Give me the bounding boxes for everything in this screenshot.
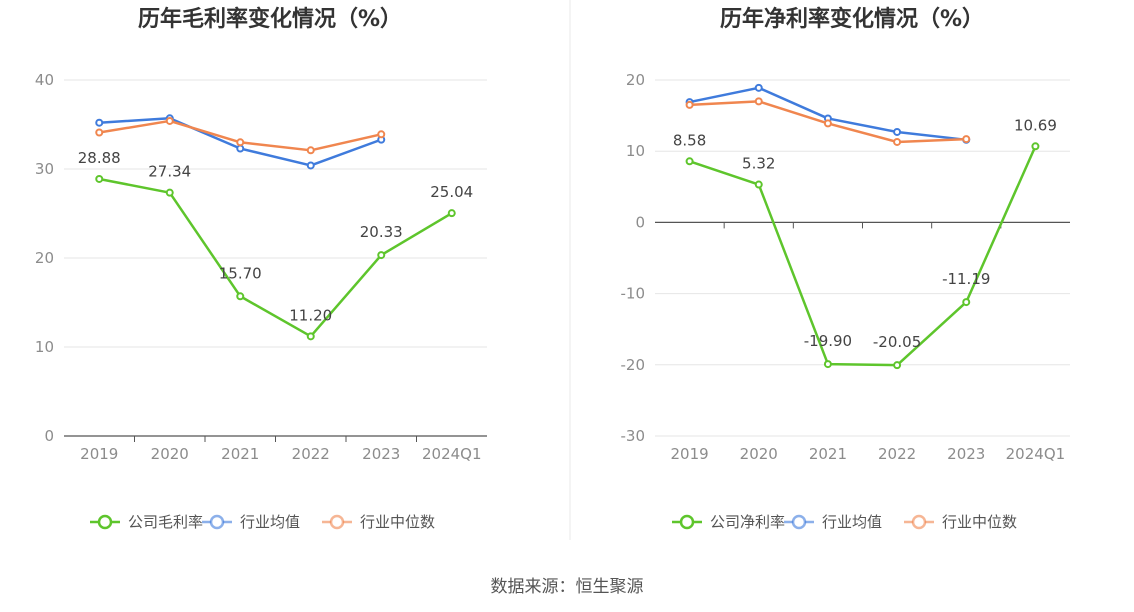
chart1-legend-company-label: 公司毛利率	[128, 513, 203, 531]
chart1-data-label: 20.33	[360, 223, 403, 241]
chart1-series-company-point	[306, 332, 315, 341]
chart2-series-median-point	[754, 97, 763, 106]
chart1-legend-median-label: 行业中位数	[360, 513, 435, 531]
chart2-series-avg-point	[893, 127, 902, 136]
chart2-data-label: 8.58	[673, 131, 706, 149]
chart2-series-company-point	[823, 360, 832, 369]
chart1-series-median-point	[377, 130, 386, 139]
chart2-y-tick-label: 20	[626, 71, 645, 89]
chart1-series-avg-point	[236, 144, 245, 153]
chart2-data-label: 10.69	[1014, 116, 1057, 134]
chart1-x-tick-label: 2019	[80, 445, 118, 463]
source-note: 数据来源：恒生聚源	[491, 577, 644, 597]
chart2-series-company-point	[962, 298, 971, 307]
chart2-legend-median-marker	[911, 514, 927, 530]
chart1-data-label: 25.04	[430, 183, 473, 201]
chart2-series-median-point	[685, 100, 694, 109]
chart2-series-median-point	[962, 135, 971, 144]
chart2-legend-avg-marker	[791, 514, 807, 530]
chart2-data-label: 5.32	[742, 155, 775, 173]
chart1-series-company-point	[377, 251, 386, 260]
chart1-legend-company-marker	[97, 514, 113, 530]
chart2-title: 历年净利率变化情况（%）	[720, 6, 984, 32]
chart1-data-label: 28.88	[78, 149, 121, 167]
chart1-x-tick-label: 2023	[362, 445, 400, 463]
chart1-data-label: 27.34	[148, 163, 191, 181]
chart1-y-tick-label: 20	[35, 249, 54, 267]
chart2-legend-company-label: 公司净利率	[710, 513, 785, 531]
chart2-legend-avg-label: 行业均值	[822, 513, 882, 531]
chart2-x-tick-label: 2021	[809, 445, 847, 463]
chart1-legend-avg-marker	[209, 514, 225, 530]
chart2-x-tick-label: 2019	[670, 445, 708, 463]
chart2-series-company-point	[1031, 142, 1040, 151]
chart1-series-median-point	[165, 116, 174, 125]
chart2-y-tick-label: -30	[621, 427, 646, 445]
chart2-legend-median-label: 行业中位数	[942, 513, 1017, 531]
chart1-series-median-point	[236, 138, 245, 147]
chart1-legend-median-marker	[329, 514, 345, 530]
chart2-x-tick-label: 2024Q1	[1006, 445, 1066, 463]
chart2-series-median-point	[823, 119, 832, 128]
chart1-x-tick-label: 2024Q1	[422, 445, 482, 463]
chart2-series-avg-point	[754, 83, 763, 92]
chart2-data-label: -20.05	[873, 333, 921, 351]
chart1-x-tick-label: 2022	[292, 445, 330, 463]
chart1-legend-avg-label: 行业均值	[240, 513, 300, 531]
chart2-data-label: -19.90	[804, 332, 852, 350]
chart1-series-company-point	[165, 188, 174, 197]
chart2-series-company-point	[685, 157, 694, 166]
chart2-series-company-line	[689, 145, 1037, 367]
chart2-x-tick-label: 2022	[878, 445, 916, 463]
chart1-series-avg-point	[95, 118, 104, 127]
chart2-data-label: -11.19	[942, 270, 990, 288]
chart1-series-company-point	[236, 292, 245, 301]
chart2-x-tick-label: 2020	[740, 445, 778, 463]
chart1-series-company-point	[447, 209, 456, 218]
chart2-series-company-point	[754, 180, 763, 189]
chart2-y-tick-label: -20	[621, 356, 646, 374]
chart2-y-tick-label: 10	[626, 142, 645, 160]
chart2-series-company-point	[893, 361, 902, 370]
chart2-legend-company-marker	[679, 514, 695, 530]
chart2-x-tick-label: 2023	[947, 445, 985, 463]
chart1-data-label: 11.20	[289, 306, 332, 324]
chart1-y-tick-label: 40	[35, 71, 54, 89]
chart1-y-tick-label: 30	[35, 160, 54, 178]
chart1-y-tick-label: 0	[44, 427, 54, 445]
chart1-series-company-point	[95, 174, 104, 183]
chart1-y-tick-label: 10	[35, 338, 54, 356]
chart1-x-tick-label: 2020	[151, 445, 189, 463]
chart1-series-median-point	[306, 146, 315, 155]
chart2-series-avg-line	[689, 86, 967, 142]
chart2-series-median-point	[893, 137, 902, 146]
chart1-series-median-point	[95, 128, 104, 137]
chart1-series-company-line	[99, 177, 453, 338]
chart2-y-tick-label: 0	[635, 213, 645, 231]
chart1-data-label: 15.70	[219, 264, 262, 282]
chart1-series-avg-point	[306, 161, 315, 170]
chart1-x-tick-label: 2021	[221, 445, 259, 463]
chart2-y-tick-label: -10	[621, 285, 646, 303]
chart1-title: 历年毛利率变化情况（%）	[138, 6, 402, 32]
